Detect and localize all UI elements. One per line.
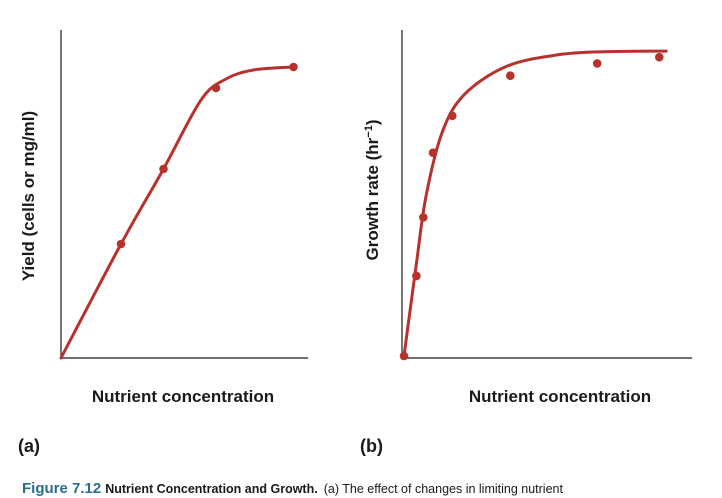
chart-b-data-point-5 — [448, 111, 457, 121]
chart-a-data-point-2 — [159, 164, 168, 174]
chart-a-panel-label: (a) — [18, 436, 40, 456]
chart-a-x-axis-label: Nutrient concentration — [92, 387, 274, 406]
chart-b-data-point-2 — [412, 271, 421, 281]
chart-b-data-point-6 — [506, 71, 515, 80]
chart-a-curve — [59, 65, 295, 360]
caption-title: Nutrient Concentration and Growth. — [105, 482, 318, 496]
chart-a-data-point-3 — [211, 83, 221, 93]
caption-text: (a) The effect of changes in limiting nu… — [323, 482, 563, 496]
chart-b-curve — [402, 49, 668, 358]
chart-b-panel-label: (b) — [360, 436, 383, 456]
chart-b-data-point-4 — [428, 148, 438, 157]
chart-a-data-point-1 — [116, 239, 126, 249]
chart-a: Yield (cells or mg/ml) Nutrient concentr… — [18, 30, 308, 456]
chart-b-data-point-8 — [655, 52, 664, 62]
caption-figure-number: Figure 7.12 — [22, 480, 102, 497]
chart-b-data-point-1 — [399, 351, 409, 361]
chart-a-data-point-4 — [289, 62, 298, 72]
chart-a-y-axis-label: Yield (cells or mg/ml) — [19, 111, 38, 281]
chart-b-x-axis-label: Nutrient concentration — [469, 387, 651, 406]
chart-b: Growth rate (hr−1) Nutrient concentratio… — [360, 30, 692, 456]
chart-b-data-point-3 — [419, 213, 428, 222]
figure-caption: Figure 7.12 Nutrient Concentration and Gr… — [22, 480, 563, 498]
chart-b-y-axis-label: Growth rate (hr−1) — [363, 119, 382, 260]
chart-b-data-point-7 — [592, 59, 602, 68]
